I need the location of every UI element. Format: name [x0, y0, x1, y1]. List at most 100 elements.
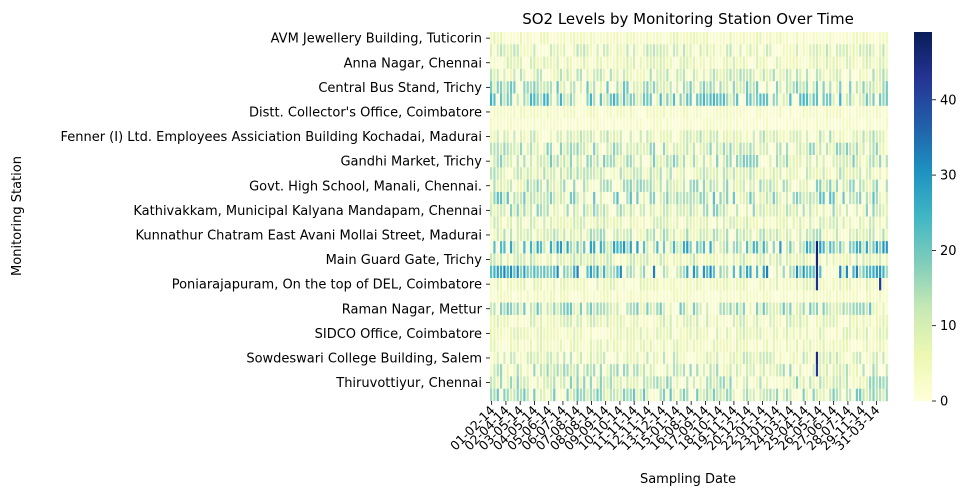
- heatmap-cell: [589, 32, 592, 45]
- heatmap-cell: [802, 253, 805, 266]
- heatmap-cell: [802, 364, 805, 377]
- heatmap-cell: [632, 118, 636, 131]
- heatmap-cell: [865, 155, 868, 168]
- heatmap-cell: [842, 142, 845, 156]
- heatmap-cell: [682, 155, 686, 168]
- heatmap-cell: [775, 56, 779, 70]
- heatmap-cell: [523, 265, 526, 279]
- heatmap-cell: [662, 118, 666, 131]
- heatmap-cell: [589, 216, 592, 229]
- heatmap-cell: [849, 130, 852, 143]
- heatmap-cell: [749, 351, 752, 365]
- heatmap-cell: [546, 388, 549, 402]
- heatmap-cell: [503, 130, 506, 143]
- heatmap-cell: [632, 204, 636, 217]
- heatmap-cell: [543, 265, 546, 279]
- heatmap-cell: [842, 44, 845, 57]
- heatmap-cell: [682, 351, 686, 365]
- heatmap-cell: [553, 118, 556, 131]
- heatmap-cell: [839, 314, 842, 328]
- heatmap-cell: [672, 314, 676, 328]
- heatmap-cell: [586, 327, 589, 340]
- heatmap-cell: [526, 68, 529, 82]
- heatmap-cell: [729, 302, 732, 316]
- heatmap-cell: [516, 314, 519, 328]
- heatmap-cell: [842, 388, 845, 402]
- heatmap-cell: [599, 351, 602, 365]
- heatmap-cell: [493, 118, 496, 131]
- heatmap-cell: [779, 191, 782, 205]
- heatmap-cell: [689, 191, 692, 205]
- heatmap-cell: [789, 253, 792, 266]
- heatmap-cell: [566, 302, 569, 316]
- heatmap-cell: [825, 302, 829, 316]
- heatmap-cell: [879, 278, 882, 291]
- heatmap-cell: [563, 56, 566, 70]
- heatmap-cell: [775, 314, 779, 328]
- heatmap-cell: [805, 44, 809, 57]
- heatmap-cell: [865, 278, 868, 291]
- heatmap-cell: [676, 314, 679, 328]
- heatmap-cell: [569, 93, 573, 106]
- heatmap-cell: [493, 81, 496, 94]
- heatmap-cell: [749, 179, 752, 193]
- heatmap-cell: [576, 241, 579, 254]
- heatmap-cell: [672, 351, 676, 365]
- heatmap-cell: [496, 376, 499, 389]
- heatmap-cell: [669, 56, 672, 70]
- heatmap-cell: [539, 179, 543, 193]
- heatmap-cell: [659, 314, 662, 328]
- heatmap-cell: [746, 204, 749, 217]
- heatmap-cell: [845, 191, 849, 205]
- heatmap-cell: [629, 44, 632, 57]
- heatmap-cell: [682, 32, 686, 45]
- heatmap-cell: [619, 191, 622, 205]
- heatmap-cell: [503, 302, 506, 316]
- heatmap-cell: [526, 93, 529, 106]
- heatmap-cell: [732, 179, 735, 193]
- heatmap-cell: [785, 290, 789, 303]
- heatmap-cell: [885, 351, 888, 365]
- heatmap-cell: [696, 364, 699, 377]
- heatmap-cell: [516, 327, 519, 340]
- heatmap-cell: [523, 302, 526, 316]
- heatmap-cell: [726, 167, 729, 180]
- heatmap-cell: [716, 142, 719, 156]
- heatmap-cell: [792, 228, 795, 242]
- heatmap-cell: [516, 44, 519, 57]
- heatmap-cell: [815, 32, 819, 45]
- heatmap-cell: [603, 179, 606, 193]
- heatmap-cell: [639, 105, 642, 119]
- heatmap-cell: [849, 302, 852, 316]
- heatmap-cell: [576, 364, 579, 377]
- heatmap-cell: [716, 191, 719, 205]
- heatmap-cell: [586, 68, 589, 82]
- heatmap-cell: [583, 167, 586, 180]
- heatmap-cell: [546, 351, 549, 365]
- heatmap-cell: [692, 179, 696, 193]
- heatmap-cell: [739, 105, 742, 119]
- heatmap-cell: [825, 241, 829, 254]
- heatmap-cell: [779, 302, 782, 316]
- heatmap-cell: [523, 327, 526, 340]
- heatmap-cell: [712, 327, 715, 340]
- heatmap-cell: [746, 105, 749, 119]
- heatmap-cell: [756, 191, 759, 205]
- heatmap-cell: [656, 290, 659, 303]
- heatmap-cell: [586, 155, 589, 168]
- heatmap-cell: [656, 81, 659, 94]
- heatmap-cell: [639, 44, 642, 57]
- heatmap-cell: [855, 105, 858, 119]
- heatmap-cell: [539, 314, 543, 328]
- heatmap-cell: [852, 241, 855, 254]
- heatmap-cell: [702, 278, 706, 291]
- heatmap-cell: [619, 179, 622, 193]
- heatmap-cell: [579, 302, 582, 316]
- heatmap-cell: [656, 93, 659, 106]
- heatmap-cell: [802, 81, 805, 94]
- heatmap-cell: [616, 81, 619, 94]
- heatmap-cell: [539, 339, 543, 352]
- heatmap-cell: [739, 327, 742, 340]
- heatmap-cell: [852, 142, 855, 156]
- heatmap-cell: [809, 339, 812, 352]
